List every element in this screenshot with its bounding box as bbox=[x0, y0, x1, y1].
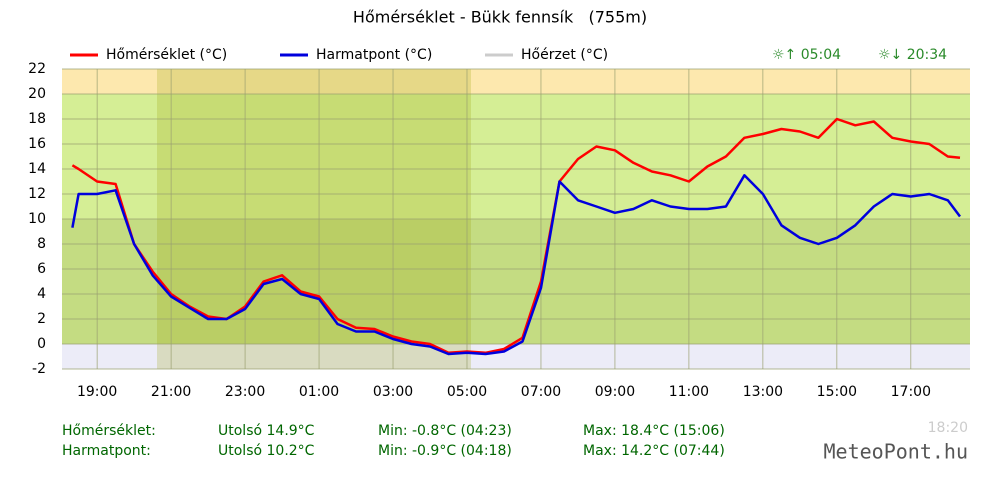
y-tick-label: 18 bbox=[28, 111, 46, 127]
y-tick-label: 12 bbox=[28, 186, 46, 202]
stat-text: Min: -0.8°C (04:23) bbox=[378, 423, 512, 439]
x-tick-label: 01:00 bbox=[299, 384, 339, 400]
x-tick-label: 21:00 bbox=[151, 384, 191, 400]
legend-label: Hőmérséklet (°C) bbox=[106, 47, 227, 63]
x-tick-label: 09:00 bbox=[595, 384, 635, 400]
stat-text: Utolsó 14.9°C bbox=[218, 423, 315, 439]
stat-text: Hőmérséklet: bbox=[62, 423, 156, 439]
x-tick-label: 19:00 bbox=[77, 384, 117, 400]
x-tick-label: 15:00 bbox=[817, 384, 857, 400]
legend-label: Harmatpont (°C) bbox=[316, 47, 432, 63]
zone-frost bbox=[62, 344, 970, 369]
zone-mild bbox=[62, 94, 970, 219]
stat-text: Harmatpont: bbox=[62, 443, 151, 459]
updated-time: 18:20 bbox=[928, 420, 968, 436]
sunset: ☼↓ 20:34 bbox=[878, 47, 947, 63]
stat-text: Max: 14.2°C (07:44) bbox=[583, 443, 725, 459]
stat-text: Utolsó 10.2°C bbox=[218, 443, 315, 459]
x-tick-label: 03:00 bbox=[373, 384, 413, 400]
series-line bbox=[71, 117, 961, 355]
x-tick-label: 17:00 bbox=[891, 384, 931, 400]
brand: MeteoPont.hu bbox=[824, 440, 969, 464]
zone-warm bbox=[62, 69, 970, 94]
y-tick-label: 22 bbox=[28, 61, 46, 77]
sunrise: ☼↑ 05:04 bbox=[772, 47, 841, 63]
zone-cool bbox=[62, 219, 970, 344]
y-tick-label: 4 bbox=[37, 286, 46, 302]
y-tick-label: 2 bbox=[37, 311, 46, 327]
x-tick-label: 11:00 bbox=[669, 384, 709, 400]
y-tick-label: -2 bbox=[32, 361, 46, 377]
stat-text: Max: 18.4°C (15:06) bbox=[583, 423, 725, 439]
y-tick-label: 6 bbox=[37, 261, 46, 277]
x-tick-label: 07:00 bbox=[521, 384, 561, 400]
y-tick-label: 8 bbox=[37, 236, 46, 252]
series-line bbox=[71, 174, 961, 356]
legend-label: Hőérzet (°C) bbox=[521, 47, 608, 63]
y-tick-label: 14 bbox=[28, 161, 46, 177]
y-tick-label: 0 bbox=[37, 336, 46, 352]
y-tick-label: 10 bbox=[28, 211, 46, 227]
y-tick-label: 20 bbox=[28, 86, 46, 102]
x-tick-label: 05:00 bbox=[447, 384, 487, 400]
y-tick-label: 16 bbox=[28, 136, 46, 152]
stat-text: Min: -0.9°C (04:18) bbox=[378, 443, 512, 459]
chart-title: Hőmérséklet - Bükk fennsík (755m) bbox=[353, 8, 647, 27]
x-tick-label: 13:00 bbox=[743, 384, 783, 400]
x-tick-label: 23:00 bbox=[225, 384, 265, 400]
